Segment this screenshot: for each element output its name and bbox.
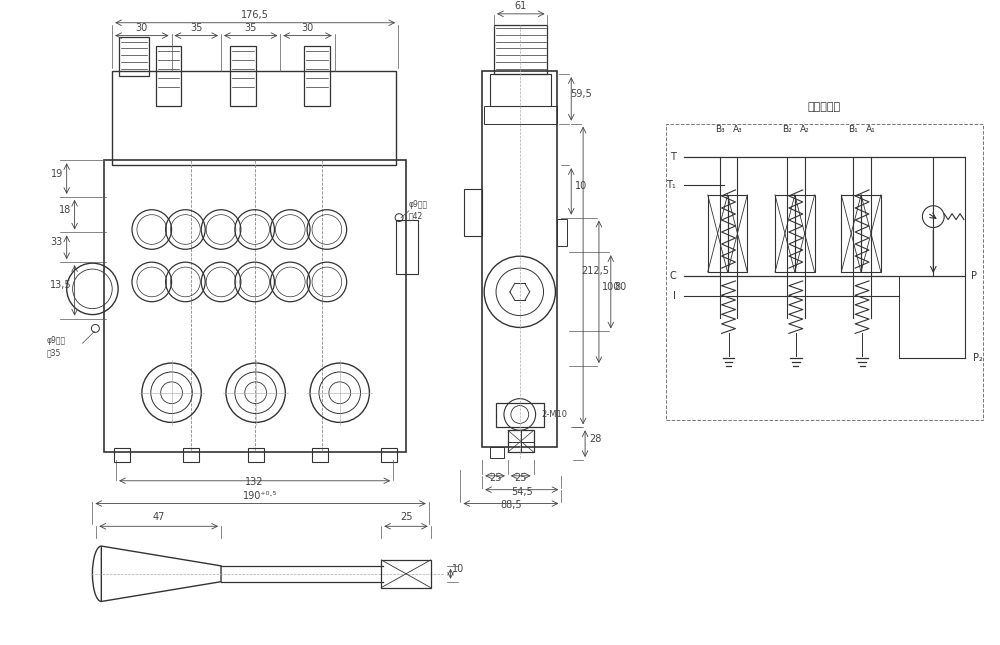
Bar (708, 195, 728, 272)
Bar (861, 195, 881, 272)
Text: 30: 30 (136, 23, 148, 33)
Bar (312, 448, 328, 462)
Text: 59,5: 59,5 (570, 89, 592, 99)
Bar (841, 195, 861, 272)
Text: P: P (971, 271, 977, 281)
Bar (464, 189, 482, 237)
Bar (496, 402, 544, 428)
Bar (728, 195, 747, 272)
Text: 47: 47 (153, 512, 165, 522)
Bar (114, 448, 130, 462)
Text: I: I (673, 291, 676, 301)
Text: C: C (669, 271, 676, 281)
Text: 高42: 高42 (409, 212, 423, 221)
Bar (230, 46, 256, 106)
Text: 33: 33 (51, 237, 63, 247)
Bar (775, 195, 795, 272)
Text: 88,5: 88,5 (500, 501, 522, 510)
Text: A₂: A₂ (800, 124, 810, 134)
Text: 212,5: 212,5 (581, 266, 609, 275)
Text: 35: 35 (245, 23, 257, 33)
Text: 25: 25 (400, 512, 412, 522)
Text: 19: 19 (51, 168, 63, 179)
Bar (482, 71, 557, 447)
Text: 190⁺⁰⋅⁵: 190⁺⁰⋅⁵ (243, 491, 278, 501)
Text: 25: 25 (515, 473, 527, 482)
Text: B₁: B₁ (848, 124, 858, 134)
Bar (104, 160, 406, 452)
Text: 132: 132 (245, 477, 264, 487)
Text: 80: 80 (615, 282, 627, 292)
Bar (248, 448, 264, 462)
Text: A₃: A₃ (733, 124, 742, 134)
Text: 28: 28 (589, 433, 601, 444)
Bar (183, 448, 199, 462)
Text: 2-M10: 2-M10 (542, 410, 568, 419)
Text: 高35: 高35 (47, 348, 61, 357)
Text: T: T (670, 152, 676, 163)
Text: 100: 100 (602, 282, 620, 292)
Bar (396, 219, 418, 274)
Bar (666, 124, 983, 421)
Text: 61: 61 (515, 1, 527, 11)
Bar (304, 46, 330, 106)
Text: 10: 10 (452, 564, 465, 574)
Text: 176,5: 176,5 (241, 10, 269, 20)
Bar (494, 25, 547, 74)
Text: 13,5: 13,5 (50, 281, 72, 290)
Bar (381, 448, 397, 462)
Text: φ9通孔: φ9通孔 (409, 200, 428, 209)
Bar (490, 74, 551, 106)
Bar (484, 106, 557, 124)
Bar (381, 560, 431, 588)
Bar (112, 71, 396, 165)
Text: 54,5: 54,5 (511, 486, 533, 497)
Text: 10: 10 (575, 181, 587, 192)
Text: P₂: P₂ (973, 353, 983, 363)
Bar (508, 430, 534, 452)
Text: B₂: B₂ (782, 124, 792, 134)
Text: T₁: T₁ (666, 180, 676, 190)
Text: 18: 18 (59, 204, 71, 215)
Bar (490, 447, 504, 458)
Text: φ9通孔: φ9通孔 (47, 336, 66, 345)
Text: B₃: B₃ (715, 124, 724, 134)
Bar (557, 219, 567, 246)
Text: A₁: A₁ (866, 124, 876, 134)
Bar (119, 37, 149, 76)
Bar (156, 46, 181, 106)
Bar (795, 195, 815, 272)
Text: 30: 30 (301, 23, 314, 33)
Text: 25: 25 (489, 473, 501, 482)
Text: 液压原理图: 液压原理图 (808, 102, 841, 112)
Text: 35: 35 (190, 23, 202, 33)
